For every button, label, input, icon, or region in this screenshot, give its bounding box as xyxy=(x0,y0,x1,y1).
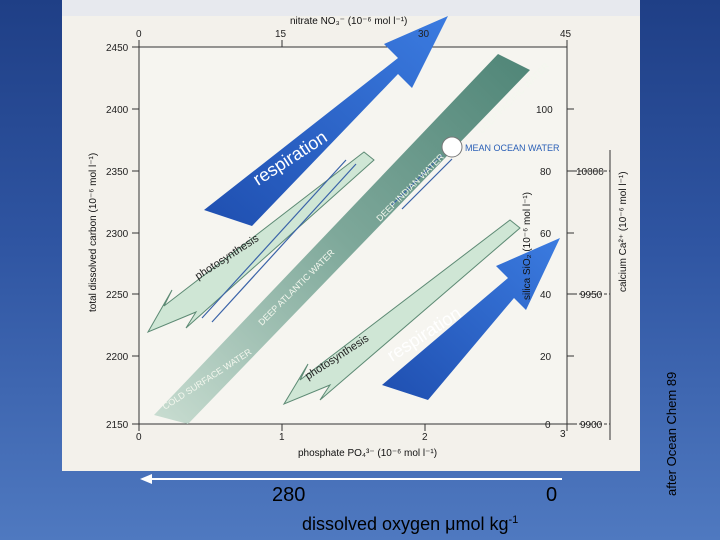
calcium-tick: 9950 xyxy=(580,290,603,301)
guide-line xyxy=(401,158,453,210)
guide-line xyxy=(201,159,347,319)
calcium-tick: 10000 xyxy=(576,167,604,178)
phosphate-tick: 0 xyxy=(136,432,142,443)
silica-tick: 0 xyxy=(545,420,551,431)
guide-line xyxy=(211,163,357,323)
carbon-tick: 2350 xyxy=(106,167,129,178)
silica-tick: 100 xyxy=(536,105,553,116)
carbon-tick: 2400 xyxy=(106,105,129,116)
dissolved-oxygen-arrow xyxy=(140,474,562,484)
source-credit: after Ocean Chem 89 xyxy=(664,371,679,496)
oxygen-axis-label-text: dissolved oxygen μmol kg xyxy=(302,514,509,534)
carbon-tick: 2250 xyxy=(106,290,129,301)
respiration-arrow-lower xyxy=(382,238,560,400)
photosynthesis-arrow-lower xyxy=(282,219,521,406)
nitrate-tick: 30 xyxy=(418,29,430,40)
ocean-chemistry-diagram: 0 15 30 45 0 1 2 3 2450 2400 2350 2300 2… xyxy=(62,0,640,471)
calcium-tick: 9900 xyxy=(580,420,603,431)
phosphate-tick: 1 xyxy=(279,432,285,443)
phosphate-axis-title: phosphate PO₄³⁻ (10⁻⁶ mol l⁻¹) xyxy=(298,448,437,459)
label-mean-ocean-water: MEAN OCEAN WATER xyxy=(465,143,560,153)
calcium-axis-title: calcium Ca²⁺ (10⁻⁶ mol l⁻¹) xyxy=(618,171,629,292)
silica-axis-title: silica SiO₂ (10⁻⁶ mol l⁻¹) xyxy=(522,192,533,300)
water-mass-band xyxy=(154,54,530,424)
carbon-tick: 2450 xyxy=(106,43,129,54)
nitrate-tick: 0 xyxy=(136,29,142,40)
oxygen-axis-label-exponent: -1 xyxy=(508,514,519,526)
carbon-axis-title: total dissolved carbon (10⁻⁶ mol l⁻¹) xyxy=(88,153,99,312)
silica-tick: 60 xyxy=(540,229,552,240)
nitrate-tick: 15 xyxy=(275,29,287,40)
nitrate-axis-title: nitrate NO₃⁻ (10⁻⁶ mol l⁻¹) xyxy=(290,16,407,27)
mean-ocean-water-marker xyxy=(441,136,463,158)
silica-tick: 20 xyxy=(540,352,552,363)
carbon-tick: 2300 xyxy=(106,229,129,240)
carbon-tick: 2150 xyxy=(106,420,129,431)
photosynthesis-arrow-upper xyxy=(146,151,375,334)
oxygen-axis-label: dissolved oxygen μmol kg-1 xyxy=(302,514,518,535)
silica-tick: 40 xyxy=(540,290,552,301)
oxygen-right-value: 0 xyxy=(546,484,558,506)
oxygen-left-value: 280 xyxy=(272,484,306,506)
nitrate-tick: 45 xyxy=(560,29,572,40)
guide-line xyxy=(391,154,443,206)
carbon-tick: 2200 xyxy=(106,352,129,363)
phosphate-tick: 2 xyxy=(422,432,428,443)
phosphate-tick: 3 xyxy=(560,429,566,440)
respiration-arrow-upper xyxy=(204,16,448,226)
silica-tick: 80 xyxy=(540,167,552,178)
